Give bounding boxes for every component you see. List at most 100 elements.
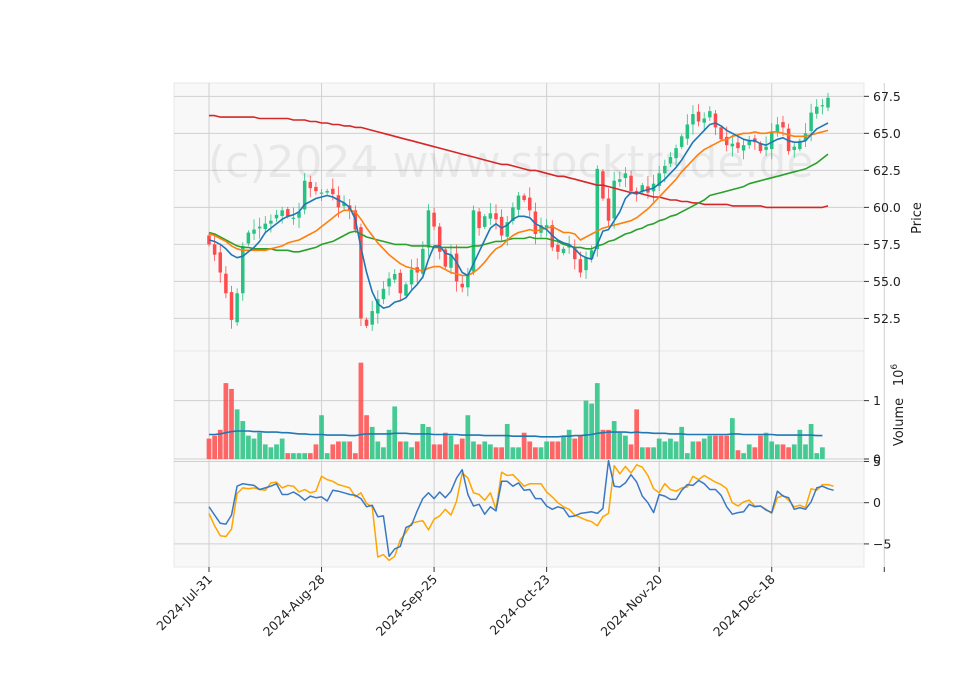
volume-bar xyxy=(403,441,409,459)
volume-bar xyxy=(347,441,353,459)
candle-body xyxy=(702,118,706,123)
candle-body xyxy=(421,248,425,274)
volume-bar xyxy=(774,444,780,459)
volume-bar xyxy=(223,383,229,459)
candle-body xyxy=(449,254,453,268)
price-axis-label: Price xyxy=(910,202,925,234)
volume-bar xyxy=(634,409,640,459)
volume-bar xyxy=(307,453,313,459)
candle-body xyxy=(781,122,785,128)
candle-body xyxy=(466,274,470,288)
volume-bar xyxy=(578,435,583,459)
candle-body xyxy=(471,210,476,272)
candle-body xyxy=(364,319,369,326)
price-tick-label: 57.5 xyxy=(873,237,901,252)
volume-bar xyxy=(549,441,555,459)
volume-bar xyxy=(780,444,786,459)
candle-body xyxy=(286,209,290,217)
volume-bar xyxy=(651,447,656,459)
candle-body xyxy=(235,293,239,323)
candle-body xyxy=(257,226,262,229)
volume-bar xyxy=(336,441,341,459)
volume-bar xyxy=(504,423,510,459)
volume-bar xyxy=(786,447,791,459)
candle-body xyxy=(381,288,386,300)
volume-bar xyxy=(437,444,443,459)
volume-bar xyxy=(701,438,707,459)
volume-bar xyxy=(212,435,217,459)
candle-body xyxy=(224,273,228,294)
candle-body xyxy=(274,214,279,219)
candle-body xyxy=(741,145,746,151)
volume-bar xyxy=(741,453,746,459)
volume-bar xyxy=(718,435,724,459)
volume-bar xyxy=(493,447,499,459)
grid-lines xyxy=(174,83,885,567)
candle-body xyxy=(432,212,436,227)
volume-bar xyxy=(279,438,285,459)
volume-bar xyxy=(769,441,775,459)
volume-bar xyxy=(302,453,308,459)
candle-body xyxy=(302,180,307,210)
candle-body xyxy=(573,248,577,260)
volume-bar xyxy=(454,444,459,459)
volume-bar xyxy=(791,444,797,459)
candle-body xyxy=(269,220,273,224)
volume-bar xyxy=(594,383,600,459)
candle-body xyxy=(561,248,566,253)
candle-body xyxy=(629,175,633,192)
volume-bar xyxy=(684,453,690,459)
volume-bar xyxy=(735,450,741,459)
candle-body xyxy=(443,249,448,267)
price-tick-label: 52.5 xyxy=(873,311,901,326)
candle-body xyxy=(319,192,324,194)
candle-body xyxy=(815,106,819,114)
volume-bar xyxy=(414,441,420,459)
volume-bar xyxy=(820,447,825,459)
candle-body xyxy=(578,259,583,273)
volume-bar xyxy=(803,444,808,459)
candle-body xyxy=(544,225,549,228)
volume-bar xyxy=(358,362,364,459)
volume-bar xyxy=(572,438,578,459)
price-tick-label: 65.0 xyxy=(873,126,901,141)
candle-body xyxy=(708,111,712,118)
price-tick-label: 60.0 xyxy=(873,200,901,215)
candle-body xyxy=(516,195,521,210)
candle-body xyxy=(567,245,571,248)
x-tick-label: 2024-Sep-25 xyxy=(373,572,440,639)
volume-bar xyxy=(696,441,701,459)
volume-bar xyxy=(352,453,358,459)
volume-bar xyxy=(234,409,240,459)
volume-bar xyxy=(797,429,803,459)
volume-bar xyxy=(673,441,679,459)
oscillator-tick-label: 0 xyxy=(873,495,881,510)
volume-bar xyxy=(589,403,595,459)
candle-body xyxy=(724,136,729,146)
candle-body xyxy=(454,253,459,282)
volume-bar xyxy=(561,435,566,459)
volume-bar xyxy=(516,447,521,459)
volume-bar xyxy=(409,447,414,459)
candle-body xyxy=(584,257,588,271)
candle-body xyxy=(331,188,335,195)
candle-body xyxy=(798,140,802,150)
candle-body xyxy=(589,250,594,259)
candle-body xyxy=(713,113,718,128)
volume-bar xyxy=(262,444,268,459)
volume-bar xyxy=(381,447,386,459)
volume-tick-label: 0 xyxy=(873,452,881,467)
candle-body xyxy=(342,202,346,207)
sma-mid-line xyxy=(208,129,829,277)
volume-axis-label: Volume xyxy=(892,398,907,446)
volume-panel xyxy=(173,350,865,460)
volume-bar xyxy=(488,444,493,459)
candle-body xyxy=(336,195,341,208)
volume-bar xyxy=(662,441,668,459)
price-tick-label: 55.0 xyxy=(873,274,901,289)
candle-body xyxy=(404,284,408,296)
volume-bar xyxy=(645,447,651,459)
candle-body xyxy=(409,269,414,285)
oscillator-tick-label: −5 xyxy=(873,536,891,551)
